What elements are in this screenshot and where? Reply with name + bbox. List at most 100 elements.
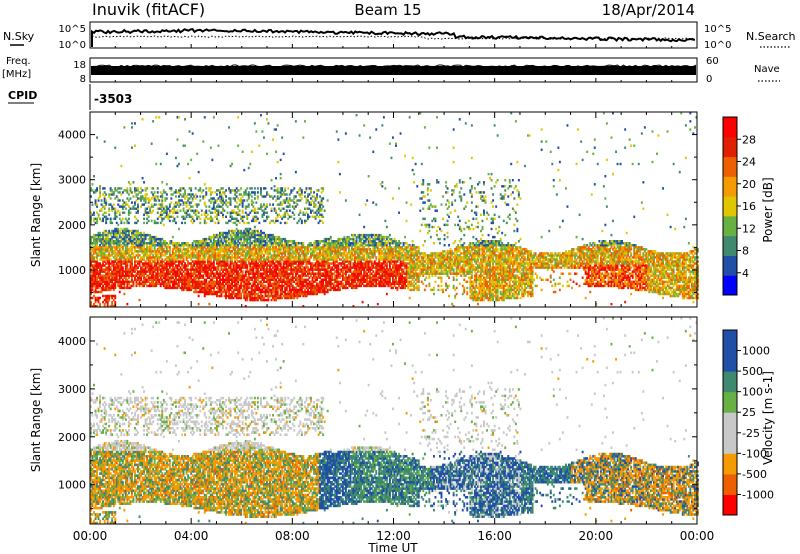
power-cell bbox=[153, 260, 156, 263]
power-cell bbox=[209, 278, 212, 282]
power-cell bbox=[300, 244, 303, 247]
power-cell bbox=[159, 276, 162, 279]
power-cell bbox=[219, 231, 221, 235]
power-cell bbox=[328, 266, 331, 269]
power-cell bbox=[137, 260, 139, 263]
power-cell bbox=[103, 260, 106, 263]
power-cell bbox=[314, 266, 317, 269]
power-cell bbox=[331, 274, 334, 277]
power-cell bbox=[140, 235, 143, 239]
power-cell bbox=[153, 268, 156, 271]
power-cell bbox=[220, 260, 223, 263]
power-cell bbox=[260, 229, 262, 233]
power-cell bbox=[117, 187, 120, 190]
power-cell bbox=[199, 244, 202, 247]
power-cell bbox=[261, 231, 264, 235]
power-cell bbox=[241, 215, 244, 219]
power-cell bbox=[261, 296, 264, 300]
power-cell bbox=[217, 288, 220, 292]
power-cell bbox=[270, 256, 273, 259]
power-cell bbox=[299, 258, 302, 261]
power-cell bbox=[317, 264, 320, 267]
power-cell bbox=[328, 254, 331, 257]
power-cell bbox=[147, 274, 150, 277]
power-cell bbox=[96, 284, 99, 288]
power-cell bbox=[267, 280, 270, 284]
power-cell bbox=[305, 211, 308, 214]
power-cell bbox=[229, 268, 232, 271]
power-cell bbox=[199, 246, 202, 249]
power-cell bbox=[109, 189, 112, 192]
power-cell bbox=[209, 286, 212, 290]
power-cell bbox=[314, 280, 317, 284]
power-cell bbox=[234, 248, 237, 251]
power-cell bbox=[106, 280, 109, 284]
power-cell bbox=[185, 270, 188, 273]
power-cell bbox=[320, 284, 323, 288]
power-cell bbox=[250, 288, 253, 292]
power-cell bbox=[108, 276, 111, 279]
power-cell bbox=[99, 235, 102, 239]
power-cell bbox=[97, 262, 100, 265]
power-cell bbox=[299, 284, 302, 288]
power-cell bbox=[229, 201, 232, 204]
power-cell bbox=[247, 278, 250, 282]
power-cell bbox=[202, 237, 205, 241]
power-cell bbox=[156, 248, 159, 251]
power-cell bbox=[90, 248, 92, 251]
power-cell bbox=[165, 183, 168, 186]
power-cell bbox=[137, 237, 139, 241]
power-cell bbox=[209, 201, 212, 204]
power-cell bbox=[247, 191, 250, 194]
power-cell bbox=[191, 272, 194, 275]
power-cell bbox=[102, 237, 105, 241]
power-cell bbox=[120, 260, 123, 263]
power-cell bbox=[250, 248, 253, 251]
power-cell bbox=[96, 272, 99, 275]
power-cell bbox=[188, 284, 191, 288]
power-cell bbox=[171, 215, 174, 219]
power-cell bbox=[184, 282, 187, 286]
power-cell bbox=[256, 195, 259, 198]
power-cell bbox=[118, 248, 121, 251]
power-cell bbox=[138, 258, 141, 261]
power-cell bbox=[281, 290, 284, 294]
power-cell bbox=[272, 233, 275, 237]
power-cell bbox=[297, 260, 300, 263]
power-cell bbox=[258, 221, 261, 225]
power-cell bbox=[147, 266, 150, 269]
power-cell bbox=[105, 294, 108, 298]
power-cell bbox=[175, 189, 177, 192]
power-cell bbox=[176, 266, 179, 269]
power-cell bbox=[243, 240, 246, 243]
power-cell bbox=[217, 272, 220, 275]
power-cell bbox=[208, 242, 211, 245]
power-cell bbox=[316, 256, 319, 259]
power-cell bbox=[252, 258, 255, 261]
power-cell bbox=[234, 242, 237, 245]
power-cell bbox=[170, 274, 173, 277]
power-cell bbox=[159, 282, 162, 286]
power-cell bbox=[106, 250, 109, 253]
power-cell bbox=[152, 284, 155, 288]
power-cell bbox=[258, 244, 261, 247]
power-cell bbox=[244, 298, 247, 302]
power-cell bbox=[120, 187, 123, 190]
power-cell bbox=[112, 250, 115, 253]
power-cell bbox=[94, 256, 97, 259]
power-cell bbox=[134, 242, 136, 245]
power-cell bbox=[307, 266, 309, 269]
power-cell bbox=[108, 268, 111, 271]
power-cell bbox=[311, 284, 314, 288]
power-cell bbox=[272, 219, 275, 223]
power-cell bbox=[108, 282, 111, 286]
power-cell bbox=[199, 268, 202, 271]
power-cell bbox=[134, 246, 136, 249]
power-cell bbox=[208, 189, 211, 192]
power-cell bbox=[115, 256, 118, 259]
power-cell bbox=[322, 260, 325, 263]
power-cell bbox=[127, 276, 130, 279]
power-cell bbox=[273, 254, 276, 257]
power-cell bbox=[105, 199, 108, 202]
power-cell bbox=[211, 158, 214, 162]
